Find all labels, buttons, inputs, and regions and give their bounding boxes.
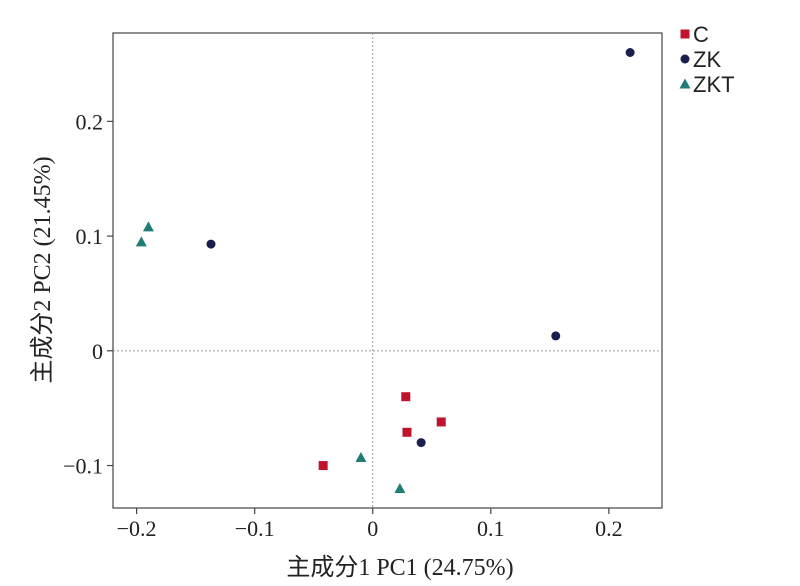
- y-tick-label: 0.1: [76, 224, 104, 249]
- data-point-c: [402, 427, 412, 437]
- data-point-zkt: [142, 221, 154, 232]
- legend-label-zk: ZK: [693, 47, 721, 72]
- data-point-zk: [551, 331, 561, 341]
- data-point-zk: [416, 438, 426, 448]
- data-point-zk: [625, 48, 635, 58]
- legend-marker-c: [680, 29, 690, 39]
- data-point-zkt: [394, 482, 406, 493]
- legend-label-c: C: [693, 22, 709, 47]
- x-axis-title: 主成分1 PC1 (24.75%): [286, 554, 513, 581]
- data-point-zkt: [135, 236, 147, 247]
- x-tick-label: 0.1: [477, 516, 505, 541]
- data-point-zk: [206, 239, 216, 249]
- x-tick-label: 0.2: [595, 516, 623, 541]
- data-point-c: [436, 417, 446, 427]
- x-tick-label: 0: [367, 516, 378, 541]
- data-point-zkt: [355, 452, 367, 463]
- y-tick-label: 0.2: [76, 109, 104, 134]
- plot-frame: [112, 32, 663, 509]
- x-axis: −0.2 −0.1 0 0.1 0.2: [117, 508, 623, 541]
- data-points: [135, 48, 635, 493]
- data-point-c: [318, 461, 328, 471]
- legend-label-zkt: ZKT: [693, 72, 735, 97]
- legend-marker-zkt: [679, 78, 691, 89]
- y-axis-title: 主成分2 PC2 (21.45%): [29, 156, 56, 383]
- data-point-c: [401, 392, 411, 402]
- y-tick-label: −0.1: [63, 454, 103, 479]
- x-tick-label: −0.1: [235, 516, 275, 541]
- y-tick-label: 0: [92, 339, 103, 364]
- x-tick-label: −0.2: [117, 516, 157, 541]
- y-axis: 0.2 0.1 0 −0.1: [63, 109, 113, 479]
- legend-marker-zk: [680, 54, 690, 64]
- reference-lines: [113, 33, 662, 508]
